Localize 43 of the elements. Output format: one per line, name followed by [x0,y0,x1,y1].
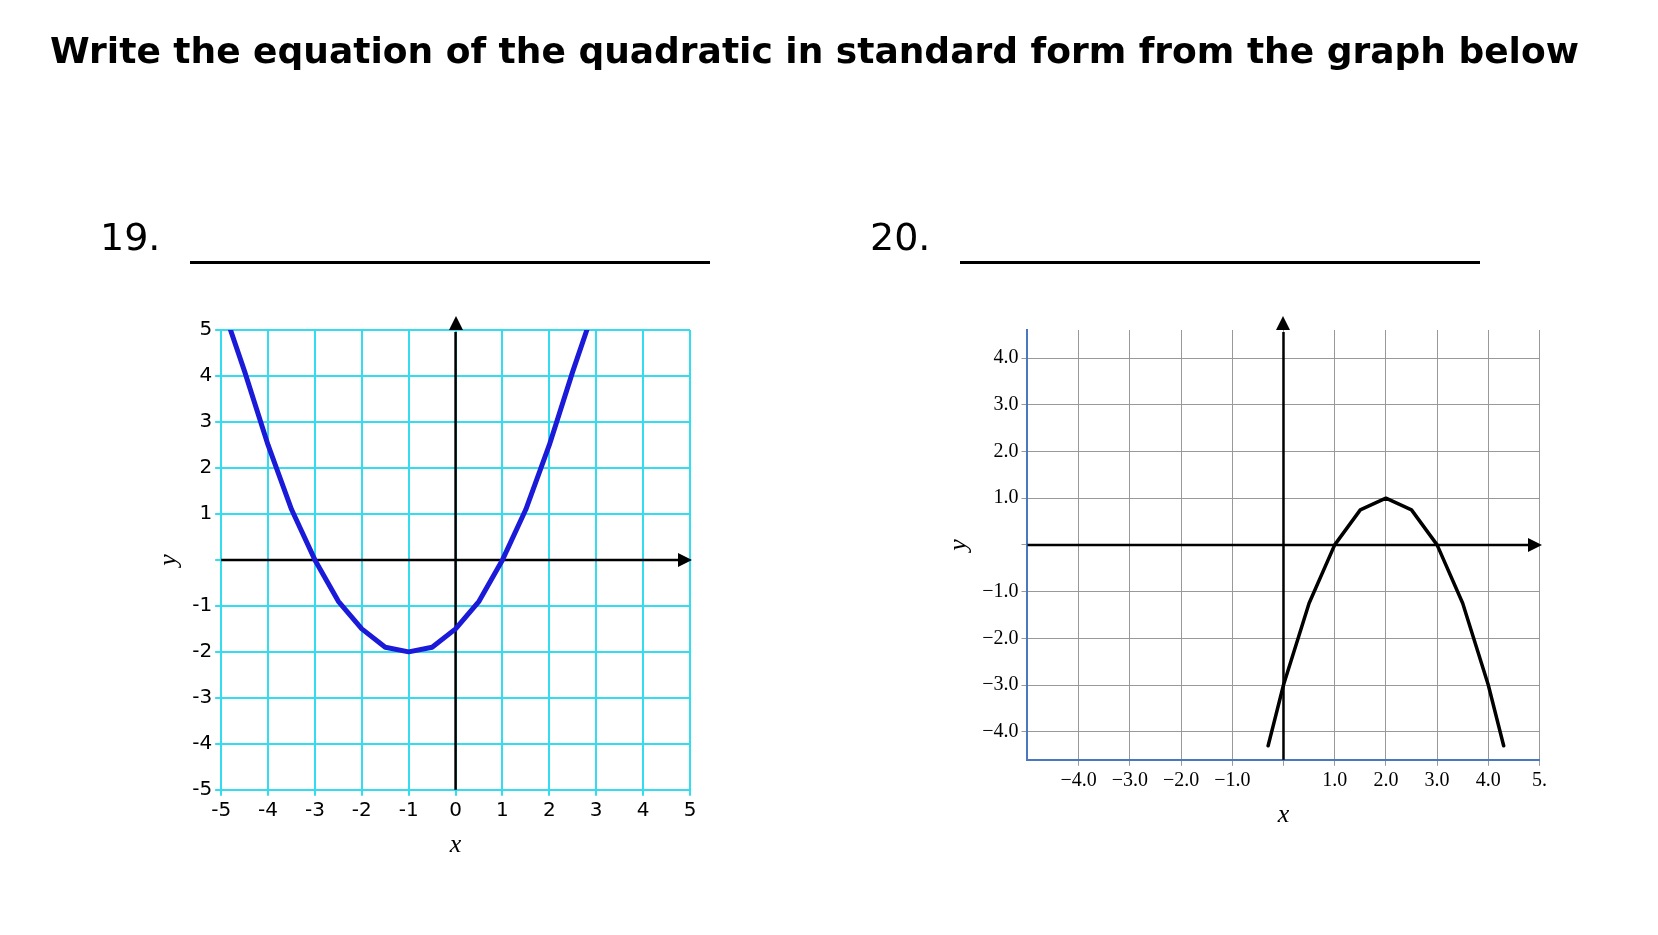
x-axis-title: x [448,829,462,859]
y-tick-label: -1 [192,592,213,617]
y-tick-label: -3 [192,684,213,709]
x-tick-label: -1 [398,797,419,821]
y-tick-label: 3 [199,408,213,433]
y-tick-label: −4.0 [982,719,1019,742]
x-tick-label: −1.0 [1214,768,1251,791]
x-tick-label: 4 [636,797,650,821]
y-tick-label: 4.0 [993,345,1019,368]
x-tick-label: 5. [1532,768,1547,791]
x-tick-label: 3 [589,797,603,821]
x-tick-label: 2 [542,797,556,821]
x-tick-label: 1.0 [1322,768,1348,791]
y-tick-label: -2 [192,638,213,663]
y-tick-label: 4 [199,362,213,387]
x-tick-label: -2 [351,797,372,821]
x-tick-label: 1 [496,797,509,821]
x-tick-label: 4.0 [1475,768,1501,791]
x-tick-label: -4 [258,797,278,821]
chart-subtitle: 19. [100,215,161,259]
y-tick-label: 2 [199,454,213,479]
x-tick-label: -3 [304,797,325,821]
y-axis-title: y [153,553,183,569]
x-tick-label: 2.0 [1373,768,1399,791]
x-tick-label: 0 [449,797,462,821]
x-tick-label: −4.0 [1060,768,1097,791]
x-tick-label: 3.0 [1424,768,1450,791]
x-tick-label: 5 [683,797,697,821]
text: Write the equation of the quadratic in standard form from the graph below [50,30,1579,71]
y-tick-label: 1 [199,500,213,525]
y-tick-label: 3.0 [993,392,1019,414]
y-tick-label: −1.0 [982,578,1019,601]
y-tick-label: −2.0 [982,625,1019,648]
y-tick-label: -4 [192,730,213,755]
x-tick-label: −3.0 [1111,768,1149,791]
chart-subtitle: 20. [870,215,931,259]
y-axis-title: y [943,538,973,554]
x-tick-label: −2.0 [1162,768,1200,791]
y-tick-label: 1.0 [993,485,1019,508]
y-tick-label: 5 [199,316,213,341]
x-axis-title: x [1276,799,1290,829]
y-tick-label: −3.0 [982,672,1019,695]
y-tick-label: 2.0 [993,438,1019,461]
